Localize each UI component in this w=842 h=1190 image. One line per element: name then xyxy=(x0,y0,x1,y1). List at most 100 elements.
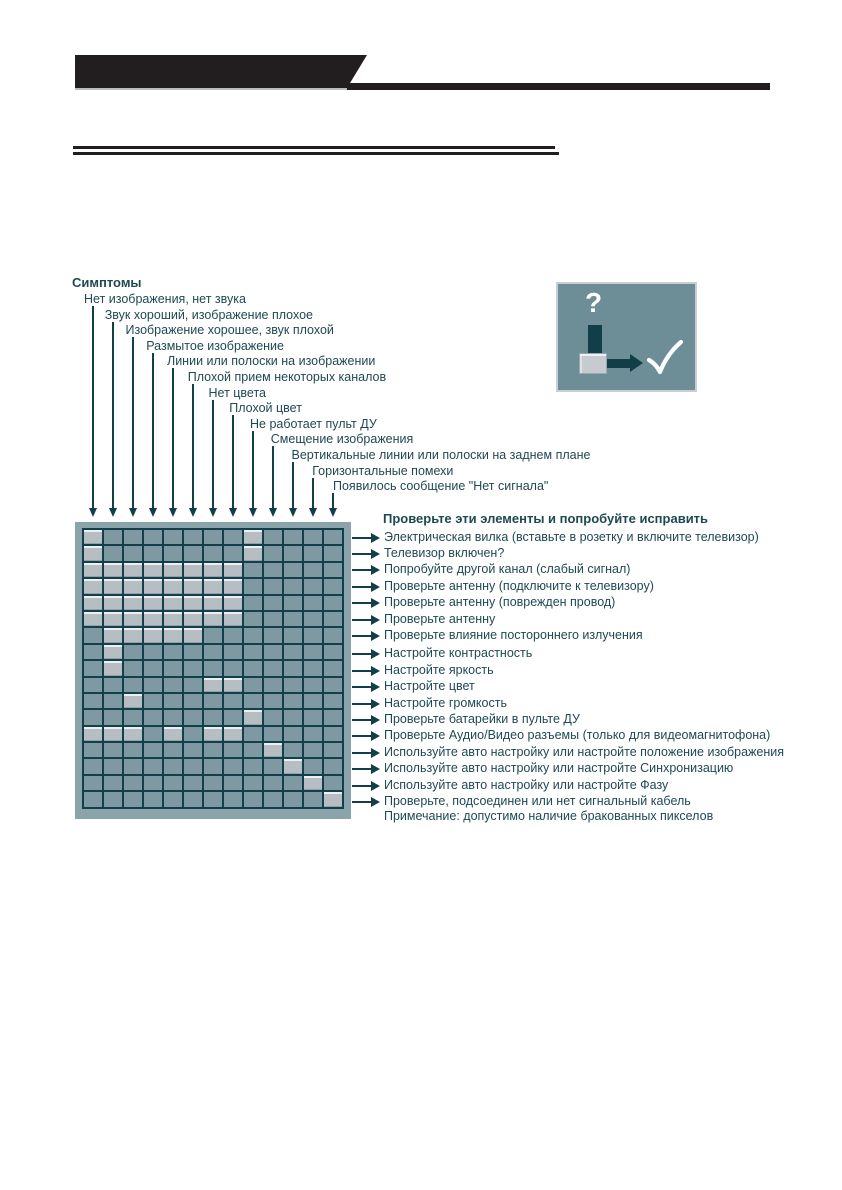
matrix-cell xyxy=(284,693,302,709)
matrix-cell xyxy=(104,579,122,594)
right-arrow-icon xyxy=(371,714,380,725)
section-divider-bottom xyxy=(73,152,559,155)
matrix-cell xyxy=(324,611,342,627)
down-arrow-icon xyxy=(328,508,337,517)
symptom-drop-line xyxy=(172,368,174,508)
matrix-cell xyxy=(124,628,142,643)
matrix-cell xyxy=(104,611,122,627)
remedy-label: Настройте громкость xyxy=(384,695,507,710)
matrix-cell xyxy=(224,628,242,643)
matrix-cell xyxy=(144,726,162,742)
remedy-arrow-line xyxy=(352,686,371,689)
matrix-cell xyxy=(244,562,262,578)
remedy-arrow-line xyxy=(352,653,371,656)
matrix-cell xyxy=(144,775,162,791)
matrix-cell xyxy=(164,759,182,774)
matrix-cell xyxy=(124,644,142,660)
right-arrow-icon xyxy=(371,698,380,709)
symptom-drop-line xyxy=(192,384,194,508)
matrix-cell xyxy=(244,726,262,742)
matrix-cell xyxy=(124,661,142,676)
matrix-cell xyxy=(224,595,242,610)
matrix-cell xyxy=(144,677,162,692)
remedy-label: Настройте яркость xyxy=(384,662,494,677)
matrix-cell xyxy=(184,546,202,561)
matrix-cell xyxy=(144,693,162,709)
right-arrow-head-icon xyxy=(630,354,643,372)
down-arrow-icon xyxy=(88,508,97,517)
legend-column-bar xyxy=(588,325,602,353)
matrix-cell xyxy=(184,726,202,742)
matrix-cell xyxy=(264,792,282,807)
matrix-cell xyxy=(184,611,202,627)
matrix-cell xyxy=(284,792,302,807)
matrix-cell xyxy=(184,530,202,545)
matrix-cell xyxy=(144,792,162,807)
matrix-cell xyxy=(124,693,142,709)
matrix-cell xyxy=(264,579,282,594)
matrix-cell xyxy=(84,595,102,610)
matrix-cell xyxy=(224,792,242,807)
remedy-arrow-line xyxy=(352,585,371,588)
matrix-cell xyxy=(224,743,242,758)
matrix-cell xyxy=(224,759,242,774)
matrix-cell xyxy=(324,628,342,643)
symptom-drop-line xyxy=(272,446,274,508)
matrix-cell xyxy=(304,644,322,660)
right-arrow-icon xyxy=(371,598,380,609)
matrix-cell xyxy=(324,546,342,561)
matrix-cell xyxy=(264,775,282,791)
matrix-cell xyxy=(164,530,182,545)
matrix-cell xyxy=(244,644,262,660)
matrix-cell xyxy=(224,644,242,660)
remedy-label: Проверьте, подсоединен или нет сигнальны… xyxy=(384,793,691,808)
matrix-cell xyxy=(244,710,262,725)
right-arrow-icon xyxy=(371,682,380,693)
right-arrow-icon xyxy=(371,614,380,625)
matrix-cell xyxy=(324,677,342,692)
remedy-label: Проверьте влияние постороннего излучения xyxy=(384,627,643,642)
down-arrow-icon xyxy=(188,508,197,517)
matrix-cell xyxy=(84,628,102,643)
matrix-cell xyxy=(84,661,102,676)
matrix-cell xyxy=(244,579,262,594)
matrix-cell xyxy=(224,579,242,594)
matrix-cell xyxy=(104,792,122,807)
matrix-cell xyxy=(284,743,302,758)
matrix-row xyxy=(84,546,342,561)
matrix-cell xyxy=(164,743,182,758)
matrix-cell xyxy=(124,595,142,610)
matrix-cell xyxy=(104,644,122,660)
remedy-arrow-line xyxy=(352,800,371,803)
matrix-cell xyxy=(264,644,282,660)
right-arrow-icon xyxy=(371,764,380,775)
symptom-label: Появилось сообщение "Нет сигнала" xyxy=(333,479,549,494)
matrix-cell xyxy=(184,693,202,709)
matrix-row xyxy=(84,677,342,692)
matrix-row xyxy=(84,579,342,594)
symptom-label: Изображение хорошее, звук плохой xyxy=(125,323,334,338)
matrix-cell xyxy=(204,562,222,578)
matrix-cell xyxy=(204,743,222,758)
symptom-drop-line xyxy=(152,352,154,508)
symptom-label: Вертикальные линии или полоски на заднем… xyxy=(291,448,591,462)
matrix-cell xyxy=(204,595,222,610)
matrix-cell xyxy=(264,743,282,758)
matrix-cell xyxy=(304,562,322,578)
matrix-cell xyxy=(244,775,262,791)
matrix-cell xyxy=(144,710,162,725)
matrix-cell xyxy=(184,644,202,660)
remedy-label: Используйте авто настройку или настройте… xyxy=(384,744,785,759)
matrix-cell xyxy=(284,530,302,545)
matrix-cell xyxy=(84,726,102,742)
right-arrow-icon xyxy=(371,731,380,742)
matrix-cell xyxy=(124,546,142,561)
remedy-arrow-line xyxy=(352,768,371,771)
matrix-cell xyxy=(204,611,222,627)
matrix-row xyxy=(84,644,342,660)
matrix-cell xyxy=(284,595,302,610)
matrix-cell xyxy=(184,743,202,758)
matrix-cell xyxy=(264,611,282,627)
symptom-label: Плохой прием некоторых каналов xyxy=(187,370,387,384)
matrix-cell xyxy=(164,644,182,660)
